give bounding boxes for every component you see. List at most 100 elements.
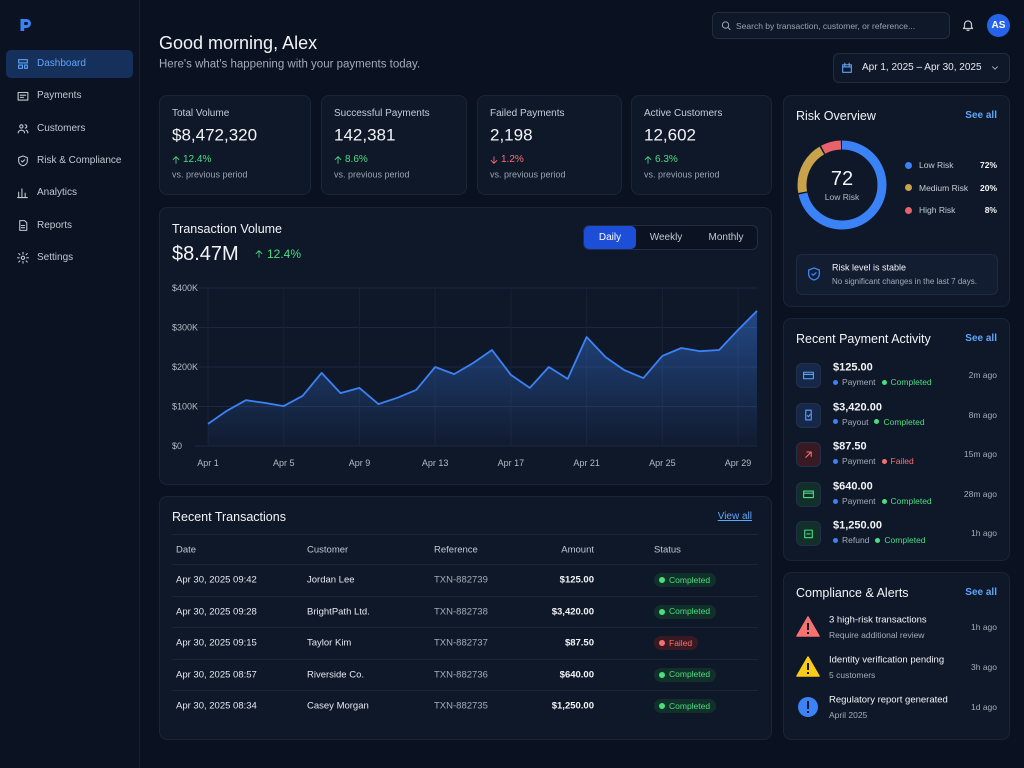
tab[interactable]: Daily bbox=[598, 231, 622, 243]
type-dot bbox=[833, 538, 838, 544]
divider bbox=[172, 534, 758, 535]
cell-reference: TXN-882738 bbox=[434, 605, 488, 617]
kpi-card bbox=[631, 95, 772, 195]
status-dot bbox=[659, 608, 665, 615]
nav-item[interactable]: Reports bbox=[37, 219, 73, 231]
kpi-note: vs. previous period bbox=[644, 169, 720, 180]
greeting: Good morning, Alex bbox=[159, 33, 318, 53]
cell-amount: $87.50 bbox=[564, 637, 594, 649]
nav-item[interactable]: Analytics bbox=[37, 187, 78, 199]
activity-status: Completed bbox=[883, 416, 925, 427]
kpi-note: vs. previous period bbox=[490, 169, 566, 180]
cell-amount: $125.00 bbox=[559, 574, 594, 586]
tab-active-bg[interactable] bbox=[584, 226, 636, 249]
status-text: Completed bbox=[669, 574, 711, 585]
kpi-change: 6.3% bbox=[655, 154, 678, 165]
kpi-label: Successful Payments bbox=[334, 108, 430, 119]
activity-amount: $640.00 bbox=[833, 480, 873, 493]
alert-time: 1h ago bbox=[971, 621, 997, 632]
tab[interactable]: Monthly bbox=[708, 231, 744, 243]
kpi-note: vs. previous period bbox=[172, 169, 248, 180]
legend-swatch bbox=[905, 161, 912, 169]
activity-icon-bg bbox=[796, 481, 821, 507]
activity-time: 1h ago bbox=[971, 528, 997, 539]
section-title: Compliance & Alerts bbox=[796, 585, 909, 600]
nav-item[interactable]: Settings bbox=[37, 251, 74, 263]
kpi-label: Failed Payments bbox=[490, 108, 565, 119]
nav-item[interactable]: Payments bbox=[37, 90, 82, 102]
donut-center-value: 72 bbox=[830, 168, 854, 190]
avatar-initials[interactable]: AS bbox=[991, 19, 1006, 31]
status-dot bbox=[881, 458, 887, 464]
activity-icon-bg bbox=[796, 363, 821, 388]
see-all-link[interactable]: See all bbox=[965, 587, 997, 598]
kpi-value: 2,198 bbox=[490, 125, 533, 145]
status-dot bbox=[659, 671, 665, 678]
alert-text: April 2025 bbox=[829, 709, 868, 720]
column-header: Reference bbox=[434, 544, 478, 556]
legend-swatch bbox=[905, 184, 912, 191]
cell-customer: Casey Morgan bbox=[307, 700, 369, 712]
alert-text: 5 customers bbox=[829, 669, 876, 680]
activity-type: Refund bbox=[842, 535, 870, 546]
volume-total: $8.47M bbox=[172, 243, 239, 265]
kpi-label: Active Customers bbox=[644, 108, 723, 119]
nav-item[interactable]: Customers bbox=[37, 122, 86, 134]
activity-icon-bg bbox=[796, 521, 821, 547]
alerts-card bbox=[783, 572, 1010, 740]
activity-time: 2m ago bbox=[968, 369, 997, 380]
legend-value: 20% bbox=[979, 182, 997, 193]
activity-icon-bg bbox=[796, 442, 821, 468]
type-dot bbox=[833, 419, 838, 425]
avatar[interactable] bbox=[987, 14, 1010, 37]
see-all-link[interactable]: See all bbox=[965, 333, 997, 344]
legend-label: High Risk bbox=[919, 204, 956, 215]
section-title: Risk Overview bbox=[796, 108, 876, 123]
see-all-link[interactable]: See all bbox=[965, 110, 997, 121]
activity-card bbox=[783, 318, 1010, 561]
legend-label: Medium Risk bbox=[919, 182, 969, 193]
activity-meta: Payout Completed bbox=[833, 418, 925, 427]
donut-center-label: Low Risk bbox=[824, 191, 860, 202]
activity-time: 15m ago bbox=[963, 448, 997, 459]
volume-change: 12.4% bbox=[267, 247, 302, 261]
cell-date: Apr 30, 2025 08:34 bbox=[176, 700, 257, 712]
status-pill: Completed bbox=[654, 667, 717, 682]
status-dot bbox=[659, 703, 665, 709]
activity-amount: $87.50 bbox=[833, 440, 867, 453]
cell-date: Apr 30, 2025 08:57 bbox=[176, 668, 257, 680]
activity-amount: $125.00 bbox=[833, 361, 873, 374]
view-all-link[interactable]: View all bbox=[717, 511, 752, 522]
activity-meta: Refund Completed bbox=[833, 536, 926, 545]
alert-text: Require additional review bbox=[829, 629, 925, 640]
legend-label: Low Risk bbox=[919, 159, 954, 170]
date-range[interactable]: Apr 1, 2025 – Apr 30, 2025 bbox=[862, 62, 982, 73]
cell-reference: TXN-882736 bbox=[434, 668, 488, 680]
kpi-note: vs. previous period bbox=[334, 169, 410, 180]
status-dot bbox=[881, 379, 887, 385]
kpi-change: 8.6% bbox=[345, 154, 368, 165]
kpi-change: 1.2% bbox=[501, 154, 524, 165]
cell-customer: Riverside Co. bbox=[307, 668, 365, 680]
tab[interactable]: Weekly bbox=[649, 231, 683, 243]
column-header: Date bbox=[176, 544, 197, 556]
nav-item[interactable]: Dashboard bbox=[37, 58, 86, 69]
kpi-value: $8,472,320 bbox=[172, 125, 258, 145]
bell-icon bbox=[962, 20, 974, 31]
cell-reference: TXN-882739 bbox=[434, 574, 488, 586]
cell-customer: Jordan Lee bbox=[307, 574, 355, 586]
date-picker[interactable] bbox=[833, 53, 1010, 83]
activity-status: Completed bbox=[890, 495, 932, 506]
section-title: Recent Payment Activity bbox=[796, 331, 931, 346]
column-header: Customer bbox=[307, 544, 349, 556]
activity-type: Payment bbox=[842, 495, 876, 506]
status-dot bbox=[875, 538, 881, 544]
search-box[interactable] bbox=[712, 12, 950, 39]
activity-status: Completed bbox=[890, 377, 932, 387]
nav-item[interactable]: Risk & Compliance bbox=[37, 154, 122, 166]
legend-value: 8% bbox=[984, 204, 997, 215]
alert-title: 3 high-risk transactions bbox=[829, 614, 927, 626]
search-placeholder[interactable]: Search by transaction, customer, or refe… bbox=[736, 20, 916, 31]
risk-status-text: No significant changes in the last 7 day… bbox=[832, 277, 977, 286]
